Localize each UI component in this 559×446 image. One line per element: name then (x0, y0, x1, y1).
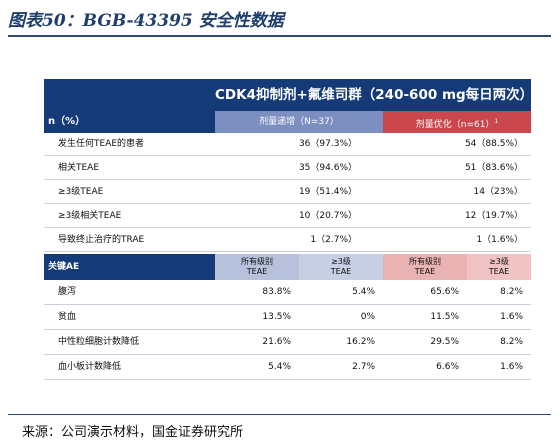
row-label: 导致终止治疗的TRAE (58, 235, 145, 245)
row-label: ≥3级TEAE (58, 187, 104, 197)
table-row: 血小板计数降低 5.4% 2.7% 6.6% 1.6% (44, 355, 531, 380)
table-row: 中性粒细胞计数降低 21.6% 16.2% 29.5% 8.2% (44, 330, 531, 355)
ae-value: 0% (360, 312, 375, 322)
escalation-value: 19（51.4%） (298, 187, 357, 197)
source-divider (8, 414, 551, 415)
group-header-label: CDK4抑制剂+氟维司群（240-600 mg每日两次） (215, 79, 533, 111)
ae-value: 16.2% (346, 337, 375, 347)
table-row: ≥3级TEAE 19（51.4%） 14（23%） (44, 181, 531, 204)
escalation-value: 10（20.7%） (298, 211, 357, 221)
dose-optimization-label: 剂量优化（n=61） (415, 120, 495, 130)
table-row: 腹泻 83.8% 5.4% 65.6% 8.2% (44, 280, 531, 305)
escalation-grade3-header: ≥3级 TEAE (299, 254, 383, 280)
n-percent-label: n（%） (44, 111, 215, 133)
ae-value: 13.5% (262, 312, 291, 322)
optimization-all-grade-header: 所有级别 TEAE (383, 254, 467, 280)
ae-name: 中性粒细胞计数降低 (58, 337, 140, 347)
ae-value: 21.6% (262, 337, 291, 347)
ae-name: 贫血 (58, 312, 77, 322)
dose-optimization-header: 剂量优化（n=61）1 (383, 111, 531, 133)
ae-name: 血小板计数降低 (58, 362, 122, 372)
row-label: 相关TEAE (58, 163, 100, 173)
table-row: 贫血 13.5% 0% 11.5% 1.6% (44, 305, 531, 330)
ae-value: 8.2% (500, 287, 523, 297)
dose-escalation-header: 剂量递增（N=37） (215, 111, 383, 133)
table-row: 导致终止治疗的TRAE 1（2.7%） 1（1.6%） (44, 229, 531, 252)
ae-value: 1.6% (500, 362, 523, 372)
optimization-value: 51（83.6%） (464, 163, 523, 173)
footnote-marker: 1 (494, 118, 499, 125)
table-row: ≥3级相关TEAE 10（20.7%） 12（19.7%） (44, 205, 531, 228)
optimization-value: 12（19.7%） (464, 211, 523, 221)
ae-value: 11.5% (430, 312, 459, 322)
ae-value: 6.6% (436, 362, 459, 372)
ae-value: 2.7% (352, 362, 375, 372)
title-divider (8, 35, 551, 37)
ae-value: 29.5% (430, 337, 459, 347)
row-label: 发生任何TEAE的患者 (58, 139, 145, 149)
ae-value: 1.6% (500, 312, 523, 322)
key-ae-header: 关键AE 所有级别 TEAE ≥3级 TEAE 所有级别 TEAE ≥3级 TE… (44, 254, 531, 280)
table-row: 相关TEAE 35（94.6%） 51（83.6%） (44, 157, 531, 180)
header-blank-cell (44, 79, 215, 111)
source-note: 来源：公司演示材料，国金证券研究所 (22, 425, 244, 440)
ae-value: 83.8% (262, 287, 291, 297)
escalation-value: 36（97.3%） (298, 139, 357, 149)
row-label: ≥3级相关TEAE (58, 211, 122, 221)
optimization-value: 54（88.5%） (464, 139, 523, 149)
table-subheader: n（%） 剂量递增（N=37） 剂量优化（n=61）1 (44, 111, 531, 133)
optimization-value: 1（1.6%） (476, 235, 523, 245)
escalation-value: 1（2.7%） (310, 235, 357, 245)
optimization-grade3-header: ≥3级 TEAE (467, 254, 531, 280)
figure-title: 图表50：BGB-43395 安全性数据 (8, 11, 284, 31)
ae-value: 5.4% (268, 362, 291, 372)
key-ae-label: 关键AE (44, 254, 215, 280)
escalation-value: 35（94.6%） (298, 163, 357, 173)
ae-value: 8.2% (500, 337, 523, 347)
ae-value: 5.4% (352, 287, 375, 297)
table-row: 发生任何TEAE的患者 36（97.3%） 54（88.5%） (44, 133, 531, 156)
table-group-header: CDK4抑制剂+氟维司群（240-600 mg每日两次） (44, 79, 533, 111)
ae-value: 65.6% (430, 287, 459, 297)
escalation-all-grade-header: 所有级别 TEAE (215, 254, 299, 280)
optimization-value: 14（23%） (473, 187, 523, 197)
ae-name: 腹泻 (58, 287, 77, 297)
